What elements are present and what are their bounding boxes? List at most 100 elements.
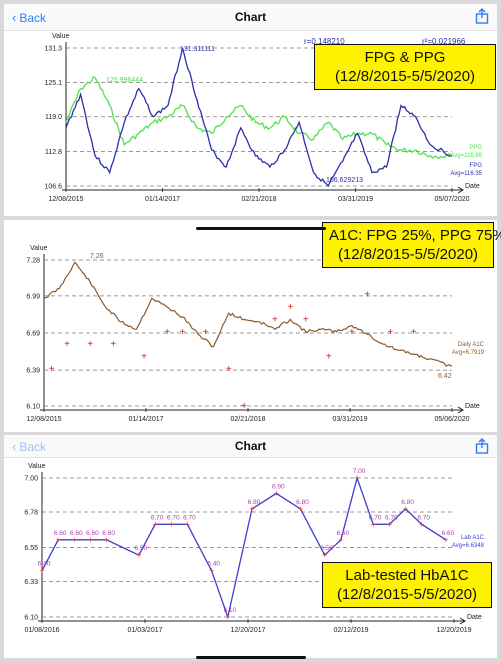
data-label: 6.60 [442, 530, 455, 537]
legend-lab-a1c-avg: Avg=6.6348 [452, 543, 485, 549]
lab-a1c-point: + [87, 339, 93, 350]
x-tick-label: 12/08/2015 [48, 196, 83, 203]
x-tick-label: 12/20/2017 [230, 627, 265, 634]
data-label: 6.70 [151, 514, 164, 521]
x-tick-label: 05/06/2020 [434, 416, 469, 423]
data-label: 6.60 [102, 530, 115, 537]
y-tick-label: 125.1 [44, 80, 62, 87]
page-title: Chart [234, 439, 267, 453]
lab-a1c-point: + [371, 519, 376, 529]
callout-line2: (12/8/2015-5/5/2020) [337, 246, 479, 263]
lab-a1c-point: + [403, 504, 408, 514]
back-button[interactable]: ‹ Back [12, 439, 46, 454]
callout-line2: (12/8/2015-5/5/2020) [334, 68, 476, 85]
y-tick-label: 6.33 [24, 579, 38, 586]
x-axis-label: Date [467, 614, 482, 621]
lab-a1c-point: + [287, 302, 293, 313]
series-line-daily-a1c [43, 261, 453, 367]
share-icon[interactable] [475, 8, 489, 24]
lab-a1c-point: + [326, 352, 332, 363]
lab-a1c-point: + [56, 535, 61, 545]
lab-a1c-point: + [64, 339, 70, 350]
lab-a1c-point: + [411, 327, 417, 338]
lab-a1c-point: + [298, 504, 303, 514]
lab-a1c-point: + [141, 352, 147, 363]
y-axis-label: Value [28, 463, 45, 470]
y-tick-label: 7.00 [24, 476, 38, 483]
lab-a1c-point: + [249, 504, 254, 514]
fpg-max-label: 131.311111 [180, 46, 215, 53]
x-axis-label: Date [465, 403, 480, 410]
back-button[interactable]: ‹ Back [12, 10, 46, 25]
lab-a1c-point: + [185, 519, 190, 529]
x-axis-arrow [459, 617, 466, 625]
data-label: 6.60 [54, 530, 67, 537]
lab-a1c-point: + [209, 566, 214, 576]
chevron-left-icon: ‹ [12, 439, 17, 454]
data-label: 7.00 [353, 468, 366, 475]
lab-a1c-point: + [152, 519, 157, 529]
data-label: 6.70 [417, 514, 430, 521]
legend-lab-a1c-name: Lab A1C [461, 535, 485, 541]
lab-a1c-chart-panel: ‹ Back Chart Value Date 7.00 6.78 6.55 6.33 6.1… [4, 435, 497, 658]
data-label: 6.70 [385, 514, 398, 521]
data-label: 6.50 [320, 545, 333, 552]
lab-a1c-chart: Value Date 7.00 6.78 6.55 6.33 6.10 01/08/2016 0… [24, 463, 485, 634]
callout-line1: FPG & PPG [364, 49, 446, 66]
data-label: 6.80 [248, 499, 261, 506]
y-tick-label: 7.28 [26, 258, 40, 265]
legend-fpg-avg: Avg=116.35 [450, 171, 482, 177]
legend-fpg-name: FPG [470, 163, 483, 169]
chevron-left-icon: ‹ [12, 10, 17, 25]
lab-a1c-point: + [322, 550, 327, 560]
data-label: 6.90 [272, 483, 285, 490]
chart-callout: Lab-tested HbA1C (12/8/2015-5/5/2020) [322, 562, 492, 608]
lab-a1c-point: + [272, 314, 278, 325]
lab-a1c-point: + [203, 327, 209, 338]
y-tick-label: 6.99 [26, 293, 40, 300]
x-tick-label: 03/31/2019 [338, 196, 373, 203]
lab-a1c-point: + [338, 535, 343, 545]
lab-a1c-point: + [88, 535, 93, 545]
x-tick-label: 01/03/2017 [127, 627, 162, 634]
lab-a1c-point: + [387, 519, 392, 529]
callout-line1: Lab-tested HbA1C [345, 567, 469, 584]
series-line-fpg [65, 47, 453, 188]
y-tick-label: 106.6 [44, 184, 62, 191]
y-tick-label: 131.3 [44, 46, 62, 53]
y-tick-label: 119.0 [45, 114, 62, 121]
chart-callout: FPG & PPG (12/8/2015-5/5/2020) [314, 44, 496, 90]
lab-a1c-point: + [274, 488, 279, 498]
y-tick-label: 6.39 [26, 368, 40, 375]
x-tick-label: 02/21/2018 [241, 196, 276, 203]
daily-a1c-chart: Value Date 7.28 6.99 6.69 6.39 6.10 12/08/2015 0… [26, 245, 484, 423]
lab-a1c-point: + [225, 612, 230, 622]
share-icon[interactable] [475, 438, 489, 454]
r2-stat: r²=0.021966 [422, 37, 466, 46]
x-tick-label: 05/07/2020 [434, 196, 469, 203]
lab-a1c-point: + [180, 327, 186, 338]
series-line-ppg [65, 76, 453, 160]
data-label: 6.60 [86, 530, 99, 537]
data-label: 6.40 [38, 561, 51, 568]
lab-a1c-point: + [226, 364, 232, 375]
lab-a1c-point: + [354, 473, 359, 483]
lab-a1c-point: + [387, 327, 393, 338]
fpg-min-label: 106.629213 [326, 177, 363, 184]
legend-ppg-avg: Avg=116.89 [450, 153, 482, 159]
x-tick-label: 01/14/2017 [145, 196, 180, 203]
x-tick-label: 01/08/2016 [24, 627, 59, 634]
x-tick-label: 12/08/2015 [26, 416, 61, 423]
data-label: 6.80 [296, 499, 309, 506]
y-tick-label: 6.78 [24, 509, 38, 516]
page-title: Chart [234, 10, 267, 24]
back-label: Back [19, 440, 47, 454]
back-label: Back [19, 11, 47, 25]
a1c-max-label: 7.26 [90, 253, 104, 260]
data-label: 6.10 [223, 607, 236, 614]
x-tick-label: 03/31/2019 [332, 416, 367, 423]
lab-a1c-point: + [303, 314, 309, 325]
data-label: 6.40 [207, 561, 220, 568]
x-tick-label: 12/20/2019 [436, 627, 471, 634]
lab-a1c-point: + [136, 550, 141, 560]
